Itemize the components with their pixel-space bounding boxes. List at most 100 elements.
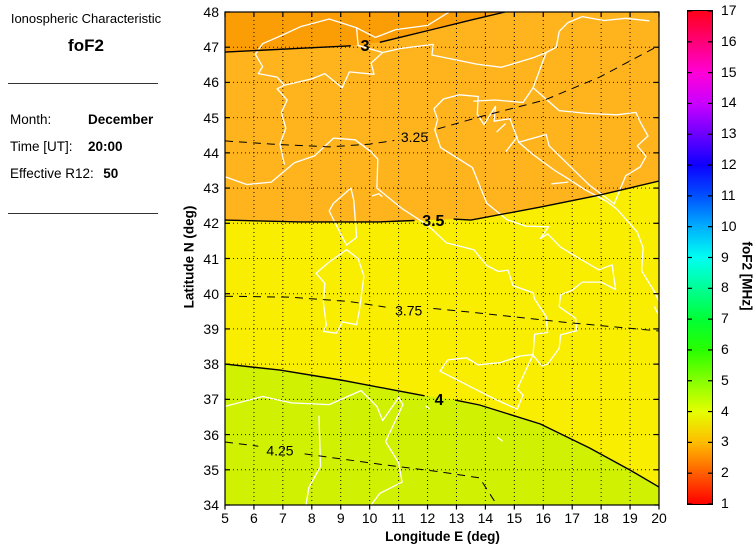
y-tick-label-42: 42 <box>203 215 219 232</box>
x-tick-label-18: 18 <box>593 510 609 526</box>
colorbar-tick-label-11: 11 <box>721 186 736 203</box>
x-tick-label-19: 19 <box>622 510 638 526</box>
y-tick-label-35: 35 <box>203 461 219 478</box>
y-tick-label-45: 45 <box>203 109 219 126</box>
contour-label-3.5: 3.5 <box>422 213 444 230</box>
colorbar-tick-label-5: 5 <box>721 371 729 388</box>
grid <box>225 12 659 505</box>
colorbar-tick-label-10: 10 <box>721 217 737 234</box>
colorbar-tick-label-15: 15 <box>721 63 737 80</box>
coastline-path <box>225 94 617 367</box>
coastline-path <box>355 12 450 39</box>
coastlines <box>225 12 659 505</box>
x-tick-label-12: 12 <box>419 510 436 526</box>
colorbar-tick-label-8: 8 <box>721 279 729 296</box>
coastline-path <box>532 87 649 205</box>
time-value: 20:00 <box>88 139 123 154</box>
colorbar-tick-label-14: 14 <box>721 94 737 111</box>
contour-line-4 <box>225 363 425 397</box>
colorbar-tick-label-12: 12 <box>721 156 737 173</box>
panel-title: Ionospheric Characteristic <box>10 11 162 26</box>
coastline-path <box>439 353 534 410</box>
contour-map-plot: 3 3.25 3.5 3.75 4 4.25 <box>224 11 660 510</box>
contour-line-4 <box>454 399 659 488</box>
coastline-path <box>551 181 569 185</box>
y-tick-label-37: 37 <box>203 391 219 408</box>
y-tick-label-44: 44 <box>203 144 219 161</box>
x-tick-label-10: 10 <box>361 510 378 526</box>
contour-line-3.5 <box>453 180 659 221</box>
y-tick-label-43: 43 <box>203 180 219 197</box>
colorbar <box>687 10 713 505</box>
r12-value: 50 <box>103 166 119 181</box>
contour-label-3.25: 3.25 <box>401 129 428 145</box>
y-tick-label-36: 36 <box>203 426 219 443</box>
x-tick-label-5: 5 <box>221 510 229 526</box>
colorbar-tick-label-1: 1 <box>721 495 729 511</box>
x-tick-label-17: 17 <box>564 510 580 526</box>
colorbar-tick-label-4: 4 <box>721 402 729 419</box>
characteristic-name: foF2 <box>68 36 104 55</box>
x-tick-label-13: 13 <box>448 510 465 526</box>
r12-row: Effective R12: 50 <box>10 165 118 183</box>
contour-label-4: 4 <box>435 392 444 409</box>
time-label: Time [UT]: <box>10 139 73 154</box>
y-tick-label-34: 34 <box>203 497 219 513</box>
x-axis-label: Longitude E (deg) <box>385 529 500 544</box>
contour-line-3 <box>379 12 506 43</box>
contour-label-3.75: 3.75 <box>395 303 422 319</box>
coastline-path <box>505 136 518 152</box>
contour-line-3.25 <box>437 45 659 130</box>
coastline-path <box>328 187 358 246</box>
contour-line-4.25 <box>225 441 259 447</box>
divider-top <box>8 83 158 84</box>
colorbar-tick-label-9: 9 <box>721 248 729 265</box>
x-tick-label-16: 16 <box>535 510 552 526</box>
x-tick-label-15: 15 <box>506 510 523 526</box>
y-tick-label-41: 41 <box>203 250 219 267</box>
x-tick-label-6: 6 <box>250 510 258 526</box>
coastline-path <box>518 133 615 205</box>
coastline-path <box>473 51 547 104</box>
colorbar-tick-label-3: 3 <box>721 433 729 450</box>
y-tick-label-46: 46 <box>203 74 219 91</box>
coastline-path <box>654 306 659 314</box>
contour-line-3.25 <box>225 140 395 148</box>
x-tick-label-11: 11 <box>391 510 406 526</box>
contour-line-3.75 <box>225 295 386 308</box>
coastline-path <box>371 193 383 198</box>
contour-label-3: 3 <box>361 38 370 55</box>
coastline-path <box>496 123 506 133</box>
contour-line-3.5 <box>225 219 415 223</box>
contour-line-3 <box>225 45 351 53</box>
coastline-path <box>425 405 430 410</box>
colorbar-tick-label-17: 17 <box>721 2 737 18</box>
y-tick-label-48: 48 <box>203 4 219 20</box>
contour-line-3.75 <box>433 308 659 332</box>
x-tick-label-8: 8 <box>307 510 316 526</box>
x-tick-label-7: 7 <box>278 510 287 526</box>
colorbar-tick-label-16: 16 <box>721 32 737 49</box>
coastline-path <box>225 389 404 505</box>
contour-line-4.25 <box>304 453 498 505</box>
x-tick-label-20: 20 <box>651 510 667 526</box>
divider-bottom <box>8 213 158 214</box>
colorbar-tick-label-6: 6 <box>721 340 729 357</box>
r12-label: Effective R12: <box>10 166 94 181</box>
colorbar-tick-label-2: 2 <box>721 464 729 481</box>
x-tick-label-14: 14 <box>477 510 494 526</box>
axis-ticks <box>224 11 660 510</box>
colorbar-tick-label-13: 13 <box>721 125 737 142</box>
y-tick-label-39: 39 <box>203 320 219 337</box>
y-tick-label-40: 40 <box>203 285 219 302</box>
month-label: Month: <box>10 112 52 127</box>
coastline-path <box>305 415 322 505</box>
coastline-path <box>254 18 384 165</box>
contour-label-4.25: 4.25 <box>266 442 293 458</box>
coastline-path <box>496 436 503 442</box>
contour-lines <box>225 12 659 505</box>
y-tick-label-38: 38 <box>203 356 219 373</box>
colorbar-ticks <box>688 11 712 504</box>
month-value: December <box>88 112 154 127</box>
